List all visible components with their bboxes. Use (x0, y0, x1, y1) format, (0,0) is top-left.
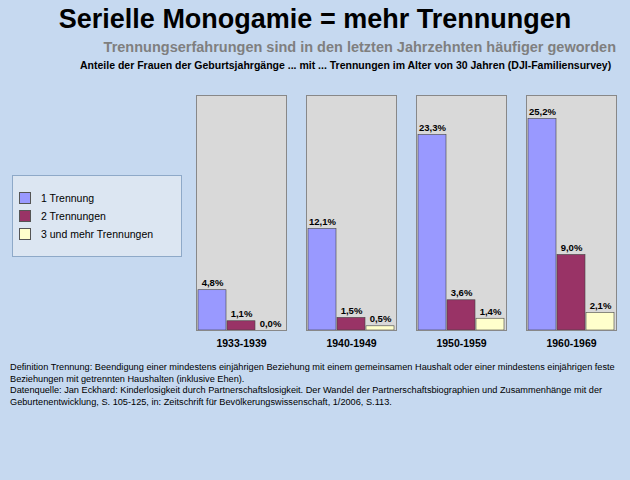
svg-text:1960-1969: 1960-1969 (546, 337, 596, 349)
svg-text:1,5%: 1,5% (341, 305, 363, 316)
html-text:Serielle Monogamie = mehr Tren: Serielle Monogamie = mehr Trennungen (58, 4, 572, 34)
svg-text:1,4%: 1,4% (480, 306, 502, 317)
svg-text:0,0%: 0,0% (260, 318, 282, 329)
svg-text:1933-1939: 1933-1939 (216, 337, 266, 349)
html-text:Anteile der Frauen der Geburts: Anteile der Frauen der Geburtsjahrgänge … (80, 59, 612, 71)
html-text:1 Trennung: 1 Trennung (41, 191, 95, 204)
svg-text:0,5%: 0,5% (370, 313, 392, 324)
svg-text:1950-1959: 1950-1959 (436, 337, 486, 349)
svg-text:25,2%: 25,2% (529, 106, 556, 117)
svg-text:4,8%: 4,8% (202, 277, 224, 288)
html-text:Definition Trennung: Beendigun: Definition Trennung: Beendigung einer mi… (10, 362, 615, 384)
svg-text:1940-1949: 1940-1949 (326, 337, 376, 349)
svg-text:3,6%: 3,6% (451, 287, 473, 298)
svg-text:23,3%: 23,3% (419, 122, 446, 133)
html-text:Datenquelle: Jan Eckhard: Kind: Datenquelle: Jan Eckhard: Kinderlosigkei… (10, 385, 603, 407)
svg-text:12,1%: 12,1% (309, 216, 336, 227)
svg-text:2,1%: 2,1% (590, 300, 612, 311)
html-text:3 und mehr Trennungen: 3 und mehr Trennungen (41, 227, 154, 240)
html-text:2 Trennungen: 2 Trennungen (41, 209, 106, 222)
html-text:Trennungserfahrungen sind in d: Trennungserfahrungen sind in den letzten… (103, 39, 616, 55)
svg-text:9,0%: 9,0% (561, 242, 583, 253)
svg-text:1,1%: 1,1% (231, 308, 253, 319)
